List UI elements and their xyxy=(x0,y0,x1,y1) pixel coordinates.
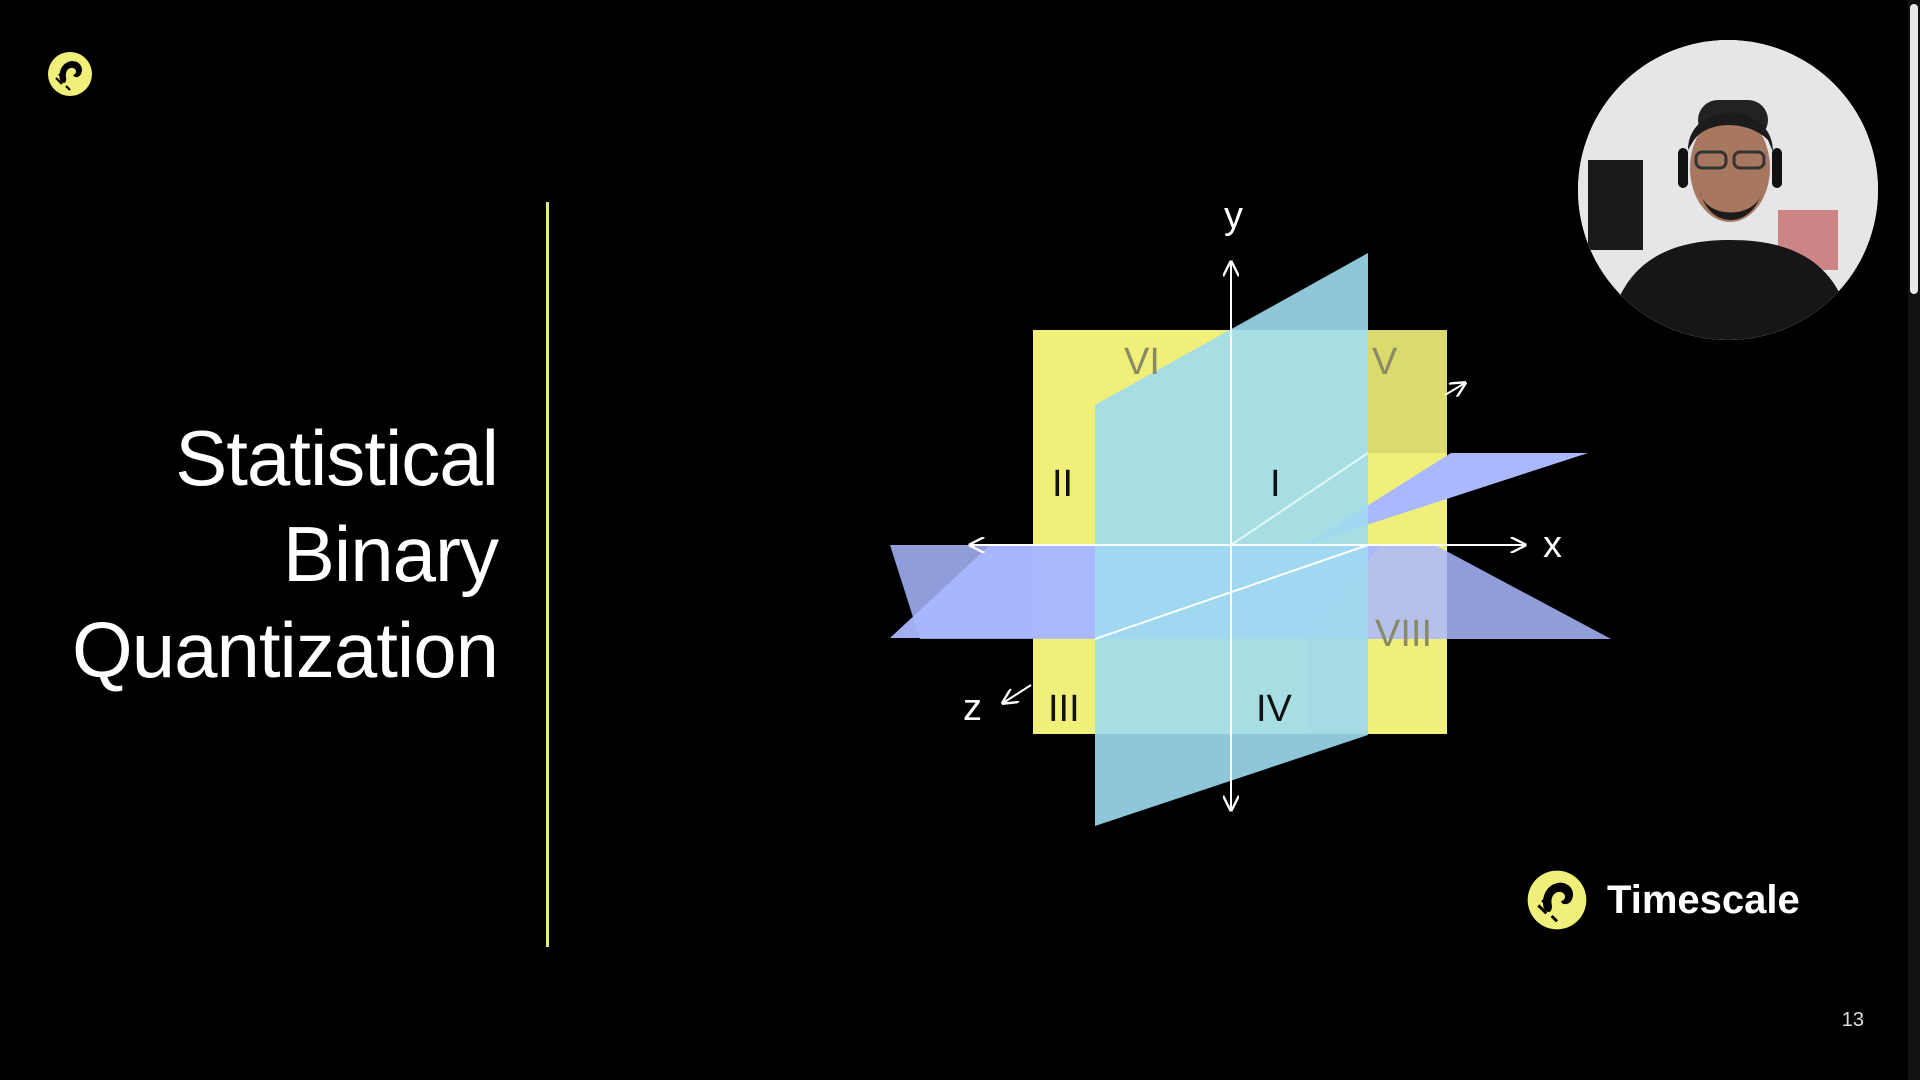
octant-label-VIII: VIII xyxy=(1375,613,1432,655)
timescale-tiger-icon xyxy=(48,52,92,96)
title-line-1: Statistical xyxy=(175,414,499,502)
octant-shade-upper xyxy=(1368,330,1447,453)
octant-label-III: III xyxy=(1048,688,1080,730)
timescale-tiger-icon xyxy=(1527,870,1587,930)
brand-name: Timescale xyxy=(1607,878,1800,922)
octant-label-IV: IV xyxy=(1256,688,1293,730)
z-axis-front xyxy=(1003,684,1032,703)
scrollbar-thumb[interactable] xyxy=(1910,4,1918,294)
title-line-3: Quantization xyxy=(72,606,499,694)
axis-label-y: y xyxy=(1224,195,1243,237)
webcam-feed xyxy=(1578,40,1878,340)
octant-diagram: y x z I II III IV V VI VIII xyxy=(890,195,1611,826)
octant-label-VI: VI xyxy=(1124,341,1160,383)
slide-title: Statistical Binary Quantization xyxy=(0,410,499,698)
presenter-video-icon xyxy=(1578,40,1878,340)
vertical-divider xyxy=(546,202,549,947)
plane-edge-line xyxy=(1230,452,1369,546)
title-line-2: Binary xyxy=(282,510,499,598)
scrollbar[interactable] xyxy=(1908,0,1920,1080)
octant-label-II: II xyxy=(1052,463,1073,505)
axis-label-x: x xyxy=(1543,524,1562,566)
xz-plane-right xyxy=(1305,453,1588,545)
octant-label-V: V xyxy=(1372,341,1398,383)
z-axis-back xyxy=(1444,383,1465,395)
axis-label-z: z xyxy=(963,687,982,729)
octant-label-I: I xyxy=(1270,463,1281,505)
slide-page-number: 13 xyxy=(1841,1009,1864,1031)
